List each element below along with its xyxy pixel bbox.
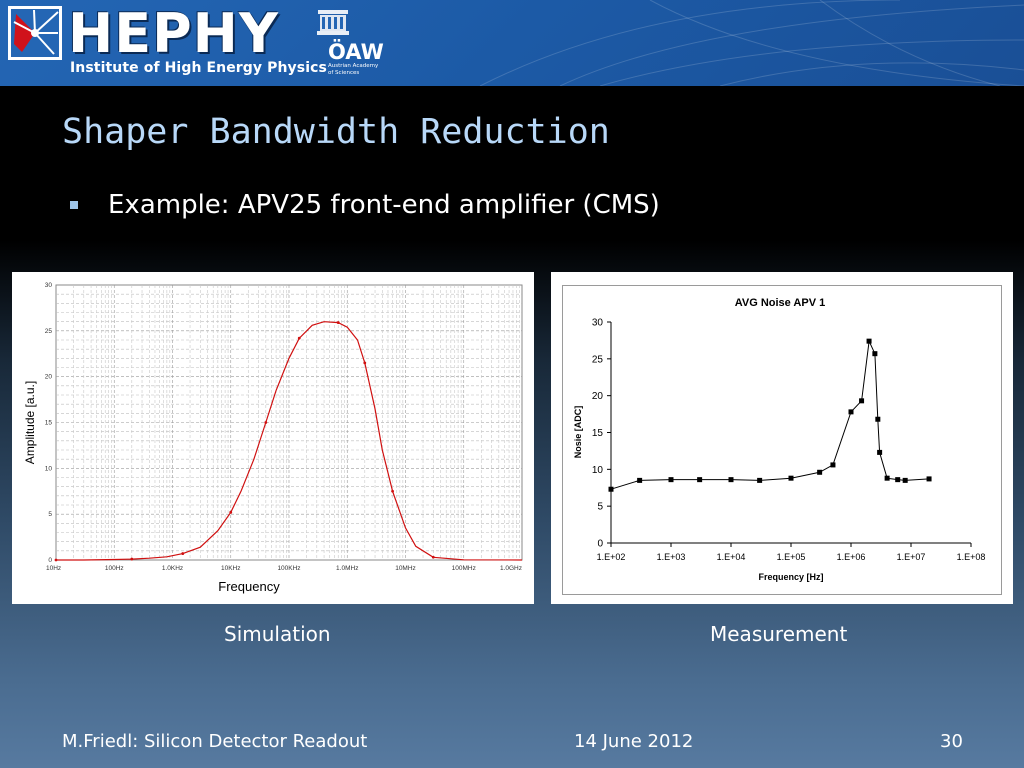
- header-background-svg: [8, 0, 1024, 86]
- oaw-building-icon: [317, 10, 349, 35]
- simulation-chart-panel: [12, 272, 534, 604]
- brand-name: HEPHY: [68, 2, 279, 65]
- caption-simulation: Simulation: [224, 622, 331, 646]
- caption-measurement: Measurement: [710, 622, 848, 646]
- header-banner: HEPHY Institute of High Energy Physics Ö…: [0, 0, 1024, 86]
- particle-tracks-decoration: [479, 0, 1024, 86]
- partner-subtitle-line2: of Sciences: [328, 70, 360, 76]
- slide-title: Shaper Bandwidth Reduction: [62, 112, 610, 152]
- partner-name: ÖAW: [328, 40, 384, 64]
- footer-author: M.Friedl: Silicon Detector Readout: [62, 731, 368, 752]
- bullet-square-icon: [70, 201, 78, 209]
- partner-subtitle-line1: Austrian Academy: [328, 63, 379, 69]
- brand-subtitle: Institute of High Energy Physics: [70, 60, 327, 76]
- measurement-chart-frame: [562, 285, 1002, 595]
- bullet-text: Example: APV25 front-end amplifier (CMS): [108, 190, 660, 220]
- footer-page-number: 30: [940, 731, 963, 752]
- footer-date: 14 June 2012: [574, 731, 694, 752]
- hephy-logo-icon: [8, 6, 62, 60]
